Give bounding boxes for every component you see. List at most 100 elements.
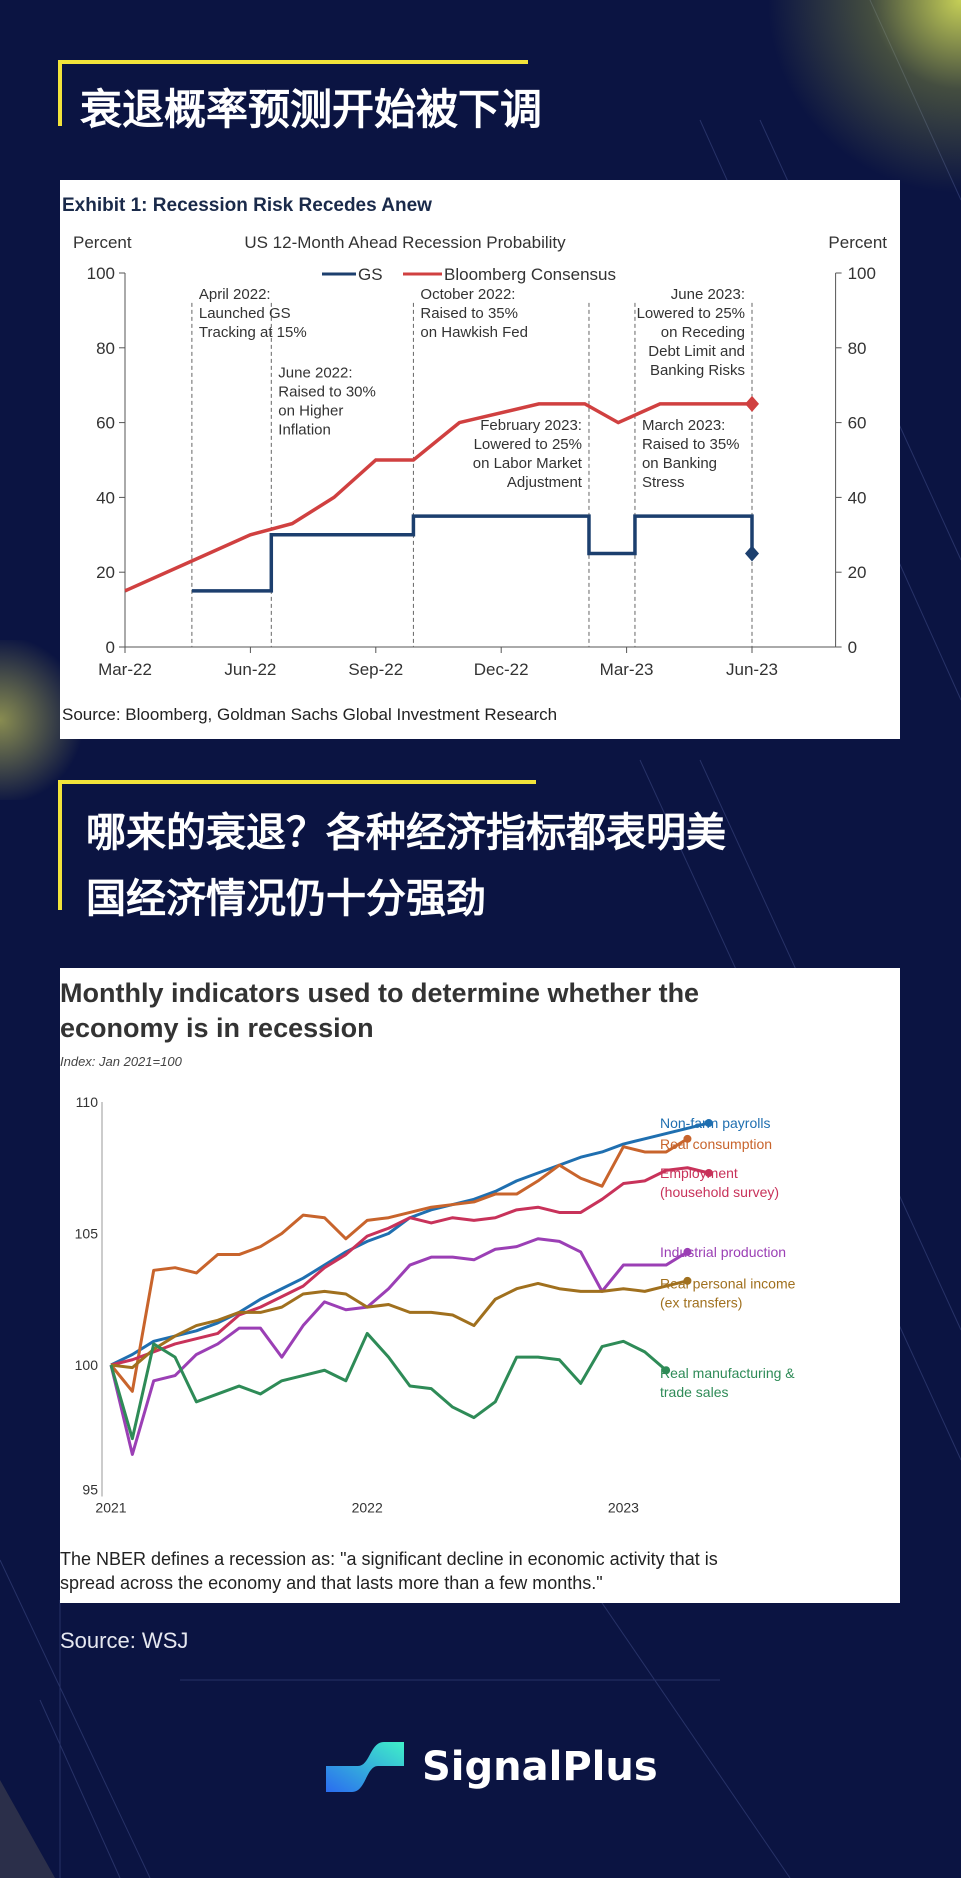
annotation-text: June 2022: bbox=[278, 365, 352, 382]
annotation-text: Raised to 30% bbox=[278, 384, 376, 401]
monthly-indicators-chart: Monthly indicators used to determine whe… bbox=[60, 978, 796, 1593]
chart-source: Source: Bloomberg, Goldman Sachs Global … bbox=[62, 705, 557, 724]
x-tick-label: Dec-22 bbox=[474, 660, 529, 679]
accent-bar bbox=[58, 60, 62, 126]
x-tick-label: Sep-22 bbox=[348, 660, 403, 679]
legend-label-bloomberg: Bloomberg Consensus bbox=[444, 265, 616, 284]
series-line-industrial-production bbox=[109, 1237, 689, 1456]
signalplus-logo: SignalPlus bbox=[322, 1736, 658, 1798]
annotation-text: Inflation bbox=[278, 422, 331, 439]
y-tick-label: 100 bbox=[75, 1357, 99, 1373]
series-line-bloomberg-consensus bbox=[124, 402, 752, 593]
series-line-non-farm-payrolls bbox=[110, 1121, 710, 1367]
series-label: Industrial production bbox=[660, 1244, 786, 1260]
annotation-text: April 2022: bbox=[199, 286, 271, 303]
chart-subtitle: Index: Jan 2021=100 bbox=[60, 1054, 183, 1069]
x-tick-label: 2022 bbox=[352, 1500, 383, 1516]
series-label: Real manufacturing & bbox=[660, 1365, 795, 1381]
source-label: Source: WSJ bbox=[60, 1628, 189, 1653]
annotation-text: February 2023: bbox=[480, 417, 582, 434]
series-label: (household survey) bbox=[660, 1184, 779, 1200]
annotation-text: Stress bbox=[642, 474, 685, 491]
signalplus-logo-icon bbox=[326, 1742, 404, 1792]
accent-line bbox=[58, 780, 536, 784]
series-label: Real personal income bbox=[660, 1275, 796, 1291]
annotation-text: Raised to 35% bbox=[642, 436, 740, 453]
section2-title-line1: 哪来的衰退？各种经济指标都表明美 bbox=[86, 810, 726, 856]
series-line-employment-household-survey- bbox=[110, 1166, 710, 1367]
y-tick-label: 110 bbox=[76, 1094, 99, 1110]
diamond-marker bbox=[745, 395, 759, 412]
y-tick-label-left: 20 bbox=[96, 563, 115, 582]
series-label: (ex transfers) bbox=[660, 1294, 742, 1310]
note-line1: The NBER defines a recession as: "a sign… bbox=[60, 1549, 718, 1569]
series-line-gs bbox=[191, 514, 754, 593]
note-line2: spread across the economy and that lasts… bbox=[60, 1573, 603, 1593]
annotation-text: Banking Risks bbox=[650, 362, 745, 379]
x-tick-label: 2021 bbox=[95, 1500, 126, 1516]
annotation-text: on Labor Market bbox=[473, 455, 583, 472]
annotation-text: Tracking at 15% bbox=[199, 324, 307, 341]
diamond-marker bbox=[745, 545, 759, 562]
y-axis-label-left: Percent bbox=[73, 233, 132, 252]
annotation-text: June 2023: bbox=[671, 286, 745, 303]
annotation-text: Adjustment bbox=[507, 474, 583, 491]
glow-decoration bbox=[741, 0, 961, 200]
series-label: Employment bbox=[660, 1165, 738, 1181]
y-tick-label: 95 bbox=[82, 1482, 98, 1498]
annotation-text: Raised to 35% bbox=[420, 305, 518, 322]
annotation-text: on Hawkish Fed bbox=[420, 324, 528, 341]
series-label: Non-farm payrolls bbox=[660, 1115, 770, 1131]
y-tick-label-left: 60 bbox=[96, 414, 115, 433]
accent-line bbox=[58, 60, 528, 64]
chart-subtitle: US 12-Month Ahead Recession Probability bbox=[244, 233, 566, 252]
annotation-text: on Higher bbox=[278, 403, 343, 420]
annotation-text: March 2023: bbox=[642, 417, 725, 434]
end-marker bbox=[683, 1134, 692, 1143]
accent-bar bbox=[58, 780, 62, 910]
y-tick-label: 105 bbox=[75, 1226, 99, 1242]
series-label: trade sales bbox=[660, 1384, 728, 1400]
series-line-real-manufacturing-trade-sales bbox=[109, 1331, 668, 1441]
section2-title-line2: 国经济情况仍十分强劲 bbox=[86, 876, 486, 922]
y-tick-label-left: 80 bbox=[96, 339, 115, 358]
chart1-card: Exhibit 1: Recession Risk Recedes Anew Pe… bbox=[60, 180, 900, 739]
annotation-text: on Banking bbox=[642, 455, 717, 472]
series-label: Real consumption bbox=[660, 1136, 772, 1152]
series-line-real-consumption bbox=[109, 1137, 689, 1393]
y-axis-label-right: Percent bbox=[828, 233, 887, 252]
recession-probability-chart: Exhibit 1: Recession Risk Recedes Anew Pe… bbox=[62, 195, 887, 724]
x-tick-label: Mar-23 bbox=[600, 660, 654, 679]
annotation-text: Debt Limit and bbox=[648, 343, 745, 360]
y-tick-label-right: 60 bbox=[848, 414, 867, 433]
series-line-real-personal-income-ex-transfers- bbox=[110, 1279, 688, 1370]
x-tick-label: Jun-23 bbox=[726, 660, 778, 679]
annotation-text: Lowered to 25% bbox=[637, 305, 745, 322]
end-marker bbox=[704, 1169, 713, 1178]
section1-title: 衰退概率预测开始被下调 bbox=[80, 85, 543, 134]
x-tick-label: Jun-22 bbox=[224, 660, 276, 679]
y-tick-label-right: 80 bbox=[848, 339, 867, 358]
annotation-text: Lowered to 25% bbox=[474, 436, 582, 453]
y-tick-label-left: 40 bbox=[96, 488, 115, 507]
x-tick-label: Mar-22 bbox=[98, 660, 152, 679]
legend-label-gs: GS bbox=[358, 265, 383, 284]
end-marker bbox=[683, 1276, 692, 1285]
chart2-card: Monthly indicators used to determine whe… bbox=[60, 968, 900, 1603]
end-marker bbox=[662, 1366, 671, 1375]
chart-title: Exhibit 1: Recession Risk Recedes Anew bbox=[62, 195, 432, 216]
annotation-text: on Receding bbox=[661, 324, 745, 341]
chart-title-line1: Monthly indicators used to determine whe… bbox=[60, 978, 699, 1008]
chart-title-line2: economy is in recession bbox=[60, 1013, 374, 1043]
annotation-text: Launched GS bbox=[199, 305, 291, 322]
annotation-text: October 2022: bbox=[420, 286, 515, 303]
y-tick-label-right: 100 bbox=[848, 264, 876, 283]
y-tick-label-right: 40 bbox=[848, 488, 867, 507]
y-tick-label-right: 0 bbox=[848, 638, 857, 657]
y-tick-label-left: 100 bbox=[87, 264, 115, 283]
x-tick-label: 2023 bbox=[608, 1500, 639, 1516]
y-tick-label-left: 0 bbox=[106, 638, 115, 657]
end-marker bbox=[683, 1247, 692, 1256]
end-marker bbox=[704, 1119, 713, 1128]
brand-name: SignalPlus bbox=[422, 1744, 658, 1790]
